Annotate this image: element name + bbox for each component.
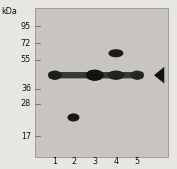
Ellipse shape	[131, 71, 144, 79]
Text: 95: 95	[21, 22, 31, 31]
Text: 55: 55	[21, 55, 31, 65]
Ellipse shape	[48, 71, 62, 80]
Ellipse shape	[48, 71, 62, 79]
Text: 17: 17	[21, 131, 31, 141]
Polygon shape	[154, 67, 164, 83]
Text: kDa: kDa	[1, 7, 17, 16]
Text: 2: 2	[71, 158, 76, 166]
FancyBboxPatch shape	[35, 8, 168, 157]
Text: 4: 4	[113, 158, 118, 166]
FancyBboxPatch shape	[49, 72, 143, 78]
Ellipse shape	[108, 49, 124, 57]
Ellipse shape	[86, 70, 104, 81]
Ellipse shape	[131, 71, 144, 80]
Ellipse shape	[108, 71, 124, 80]
Ellipse shape	[108, 71, 124, 79]
Text: 72: 72	[21, 39, 31, 48]
Text: 36: 36	[21, 84, 31, 93]
Ellipse shape	[67, 113, 79, 122]
Ellipse shape	[86, 70, 104, 81]
Text: 1: 1	[52, 158, 57, 166]
Text: 3: 3	[92, 158, 97, 166]
Text: 5: 5	[135, 158, 140, 166]
Text: 28: 28	[21, 99, 31, 108]
